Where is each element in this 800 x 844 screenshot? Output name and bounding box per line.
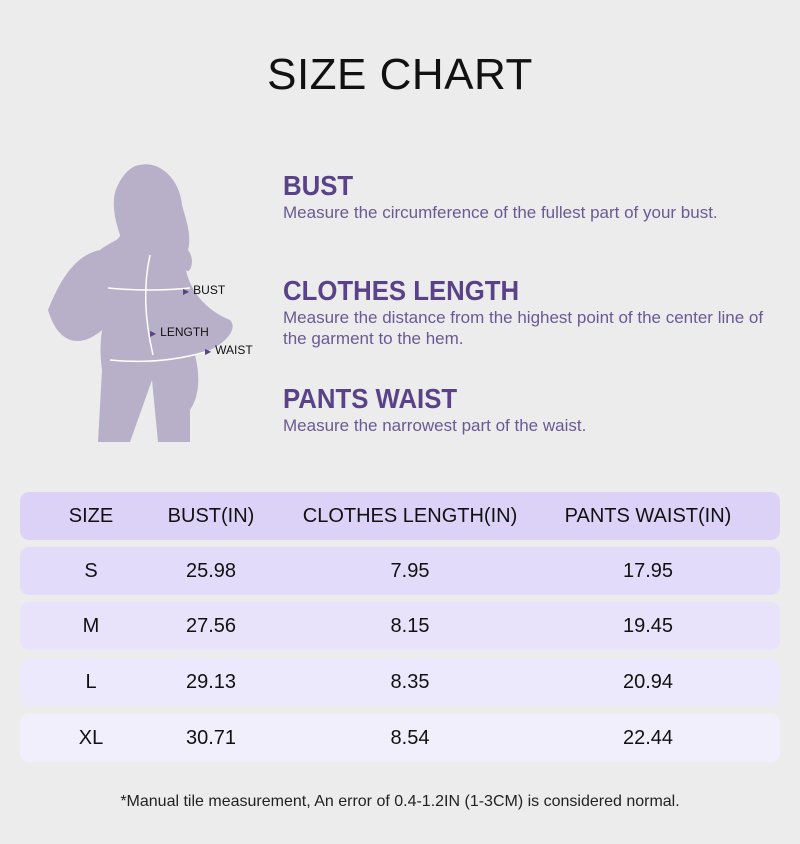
table-header-row: SIZE BUST(IN) CLOTHES LENGTH(IN) PANTS WAIS… — [20, 492, 780, 540]
section-heading: PANTS WAIST — [283, 383, 458, 414]
section-heading: BUST — [283, 170, 354, 201]
table-cell: 29.13 — [185, 670, 237, 693]
pants-waist-section: PANTS WAIST Measure the narrowest part o… — [283, 383, 773, 436]
table-cell: 30.71 — [185, 726, 237, 749]
table-cell: L — [85, 670, 97, 693]
table-cell: 17.95 — [622, 559, 674, 582]
table-cell: 19.45 — [622, 614, 674, 637]
table-cell: 20.94 — [622, 670, 674, 693]
length-label: ▶ LENGTH — [150, 325, 209, 339]
table-row: S 25.98 7.95 17.95 — [20, 547, 780, 595]
measurement-note: *Manual tile measurement, An error of 0.… — [120, 793, 680, 810]
table-cell: M — [82, 614, 100, 637]
section-heading: CLOTHES LENGTH — [283, 275, 520, 306]
section-text: Measure the distance from the highest po… — [283, 308, 764, 348]
table-cell: S — [84, 559, 98, 582]
table-cell: XL — [78, 726, 104, 749]
table-cell: PANTS WAIST(IN) — [564, 504, 732, 527]
waist-label: ▶ WAIST — [205, 343, 253, 357]
table-row: M 27.56 8.15 19.45 — [20, 602, 780, 650]
body-silhouette-figure: ▶ BUST ▶ LENGTH ▶ WAIST — [40, 160, 270, 445]
table-cell: BUST(IN) — [167, 504, 255, 527]
bust-section: BUST Measure the circumference of the fu… — [283, 170, 773, 223]
table-cell: 8.35 — [390, 670, 430, 693]
table-cell: 25.98 — [185, 559, 237, 582]
table-cell: 8.54 — [390, 726, 430, 749]
section-text: Measure the circumference of the fullest… — [283, 203, 718, 222]
page-title: SIZE CHART — [267, 50, 533, 99]
table-cell: 8.15 — [390, 614, 430, 637]
table-row: XL 30.71 8.54 22.44 — [20, 714, 780, 762]
table-cell: 22.44 — [622, 726, 674, 749]
silhouette-icon — [48, 164, 233, 442]
table-cell: 7.95 — [390, 559, 430, 582]
section-text: Measure the narrowest part of the waist. — [283, 416, 587, 435]
table-cell: SIZE — [68, 504, 114, 527]
table-cell: CLOTHES LENGTH(IN) — [302, 504, 518, 527]
bust-label: ▶ BUST — [183, 283, 226, 297]
clothes-length-section: CLOTHES LENGTH Measure the distance from… — [283, 275, 773, 349]
table-cell: 27.56 — [185, 614, 237, 637]
table-row: L 29.13 8.35 20.94 — [20, 658, 780, 706]
